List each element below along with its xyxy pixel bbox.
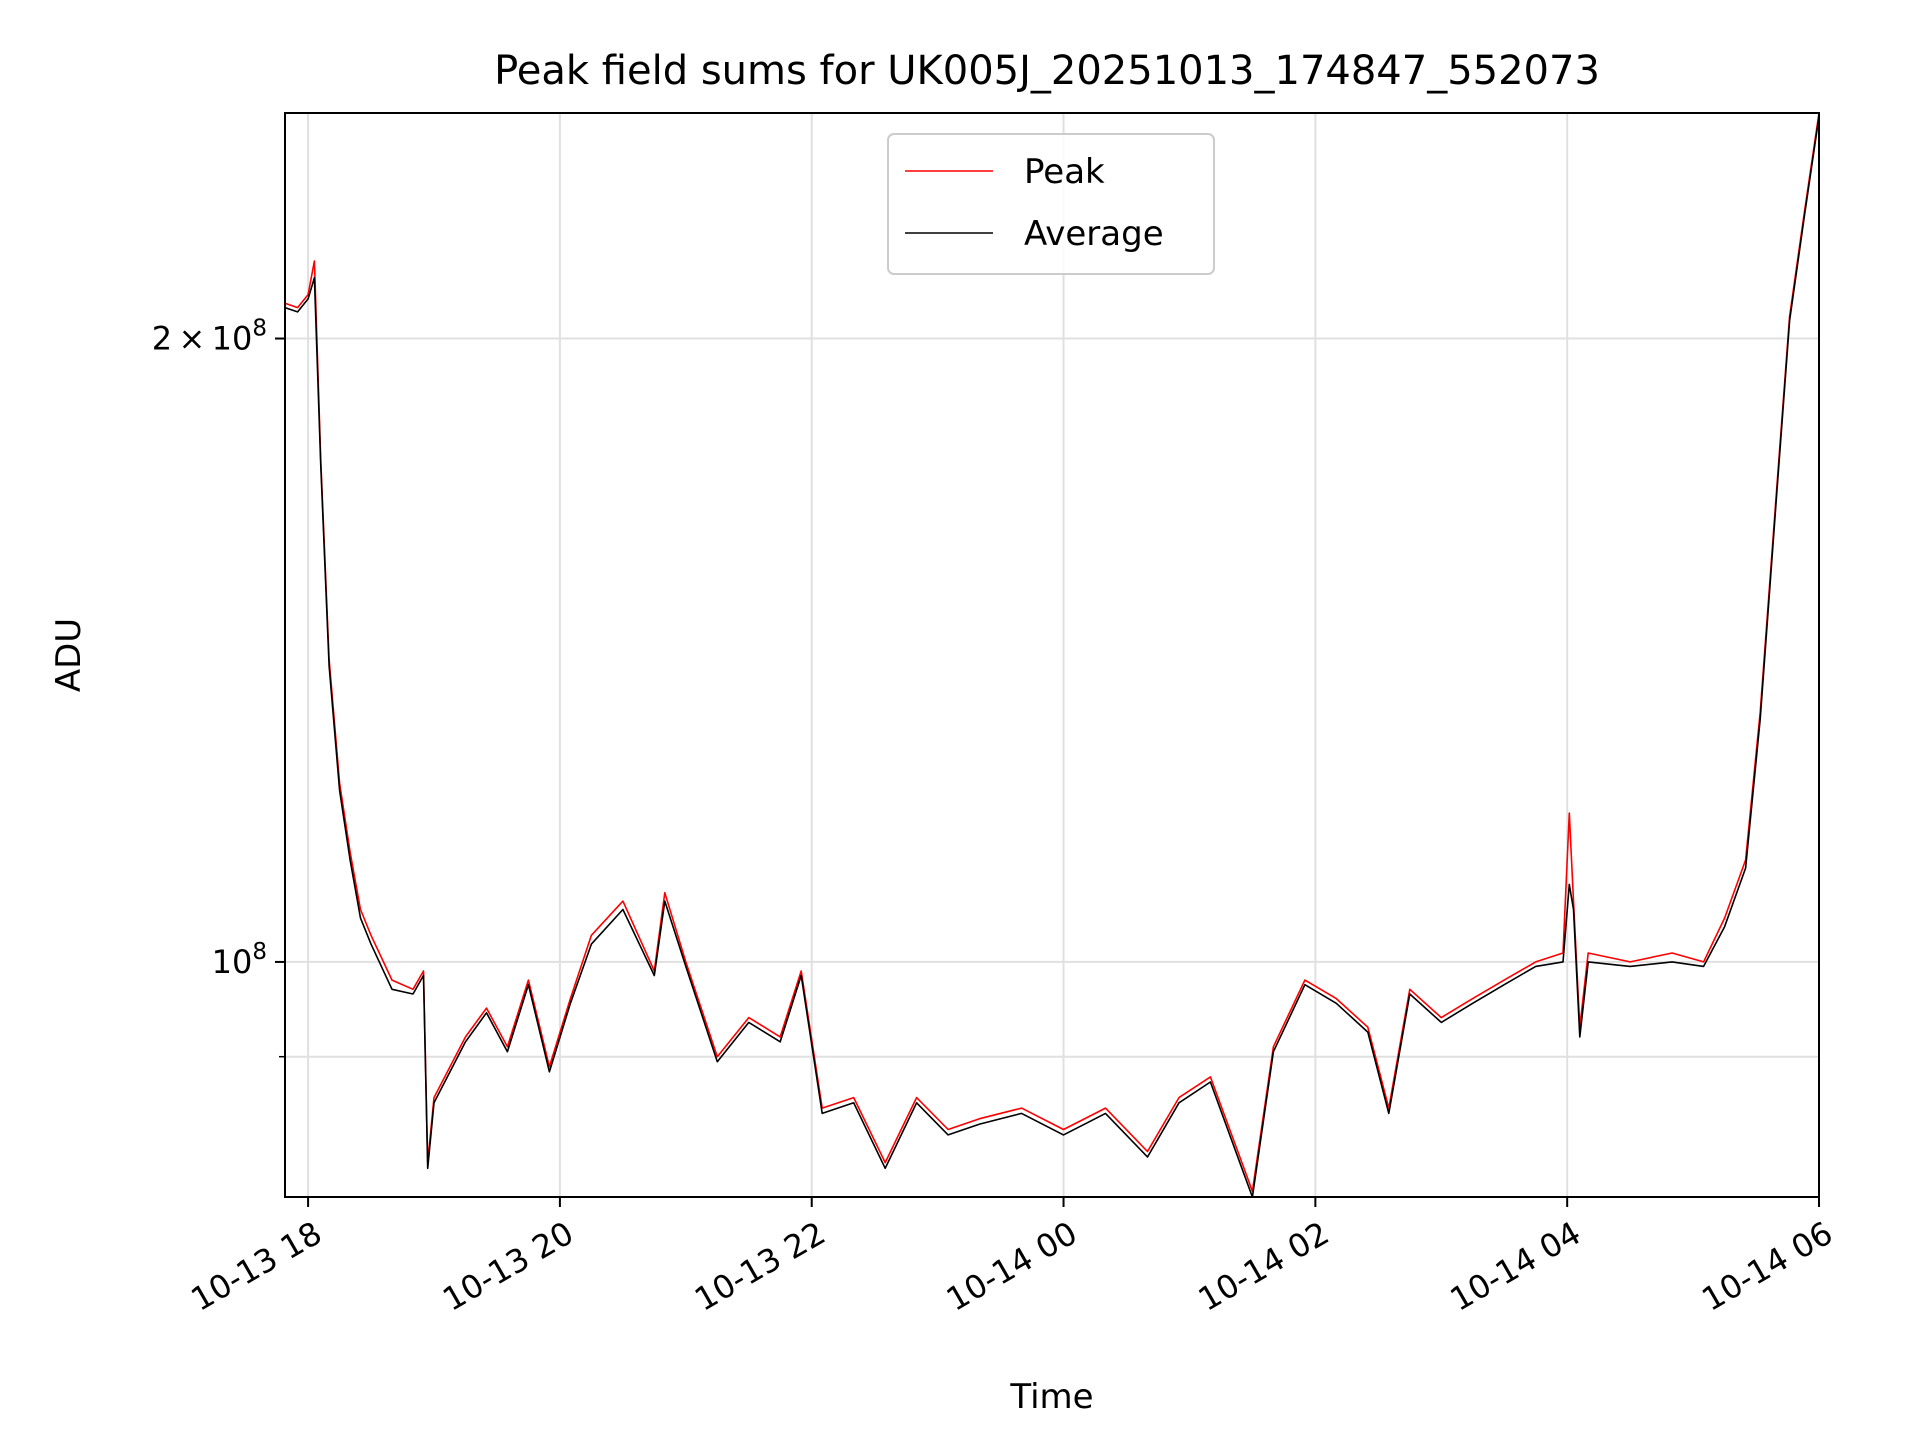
x-axis-label: Time <box>1009 1377 1093 1417</box>
series-layer <box>285 113 1819 1197</box>
legend-label-average: Average <box>1024 214 1164 254</box>
chart-title: Peak field sums for UK005J_20251013_1748… <box>494 48 1600 94</box>
legend: Peak Average <box>887 133 1215 275</box>
series-line-average <box>285 116 1819 1197</box>
y-axis-label: ADU <box>49 618 89 692</box>
plot-frame <box>284 112 1820 1198</box>
y-tick-label: 2 × 108 <box>152 316 267 358</box>
legend-box <box>887 133 1215 275</box>
legend-label-peak: Peak <box>1024 152 1105 192</box>
